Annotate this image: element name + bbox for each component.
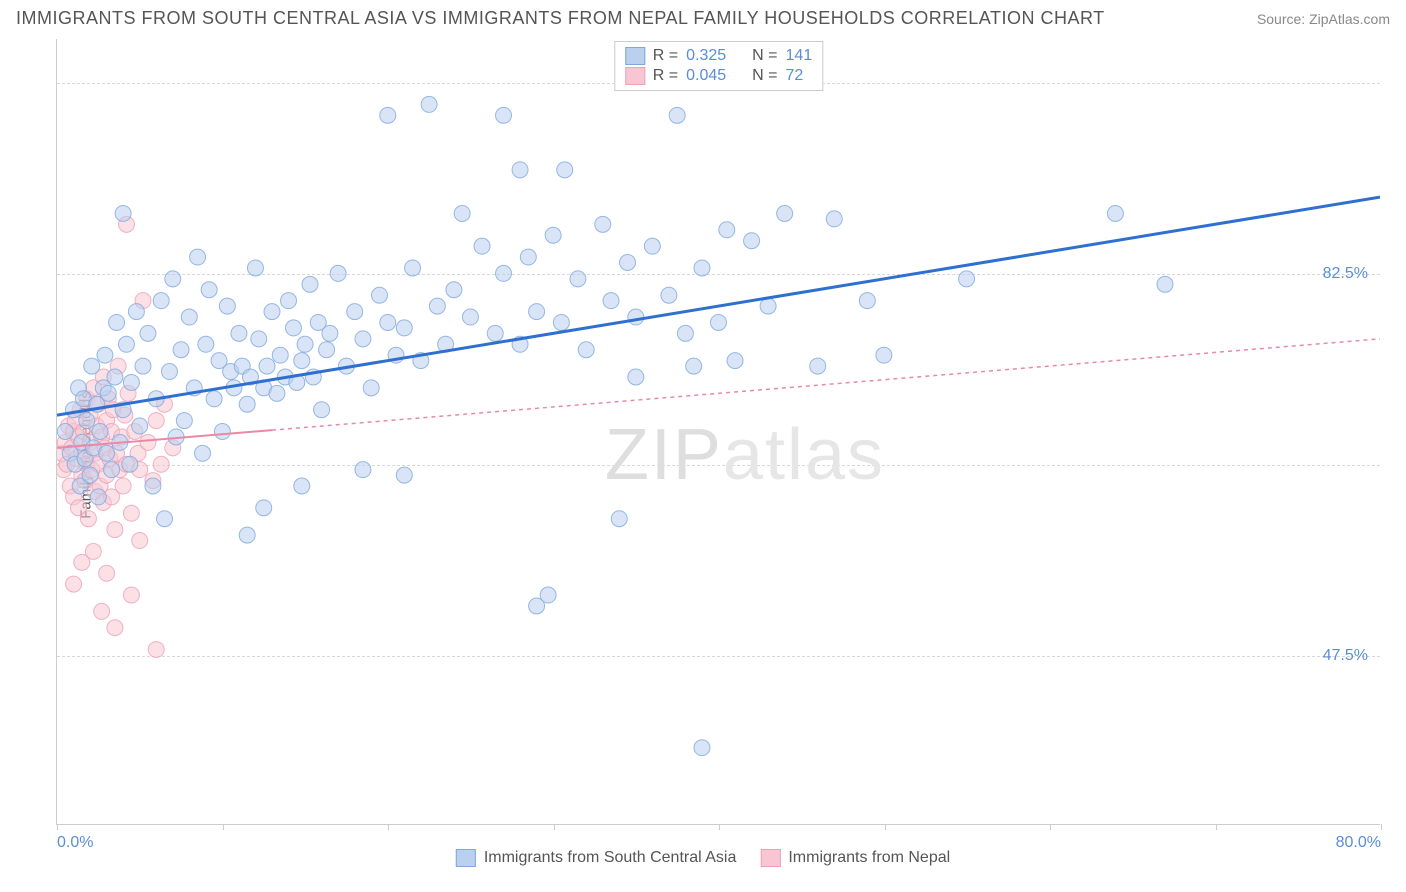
chart-title: IMMIGRANTS FROM SOUTH CENTRAL ASIA VS IM… [16,8,1105,29]
x-tick-label: 0.0% [57,834,93,852]
x-tick [57,824,58,830]
x-tick [388,824,389,830]
plot-area: ZIPatlas R = 0.325 N = 141 R = 0.045 N =… [56,39,1380,825]
legend-series-swatch-0 [456,849,476,867]
legend-stats-row-1: R = 0.045 N = 72 [625,66,812,86]
x-tick [719,824,720,830]
legend-series-item-1: Immigrants from Nepal [760,849,950,867]
legend-swatch-1 [625,67,645,85]
x-tick [885,824,886,830]
plot-svg [57,39,1380,824]
source-credit: Source: ZipAtlas.com [1257,11,1390,27]
x-tick [223,824,224,830]
chart-header: IMMIGRANTS FROM SOUTH CENTRAL ASIA VS IM… [0,0,1406,33]
legend-stats: R = 0.325 N = 141 R = 0.045 N = 72 [614,41,823,91]
legend-series-label-0: Immigrants from South Central Asia [484,849,737,867]
legend-series-swatch-1 [760,849,780,867]
legend-series: Immigrants from South Central Asia Immig… [456,849,950,867]
chart-container: Family Households ZIPatlas R = 0.325 N =… [16,35,1390,875]
x-tick-label: 80.0% [1336,834,1381,852]
legend-stats-row-0: R = 0.325 N = 141 [625,46,812,66]
legend-series-item-0: Immigrants from South Central Asia [456,849,737,867]
x-tick [554,824,555,830]
legend-series-label-1: Immigrants from Nepal [788,849,950,867]
x-tick [1216,824,1217,830]
x-tick [1050,824,1051,830]
legend-swatch-0 [625,47,645,65]
x-tick [1381,824,1382,830]
